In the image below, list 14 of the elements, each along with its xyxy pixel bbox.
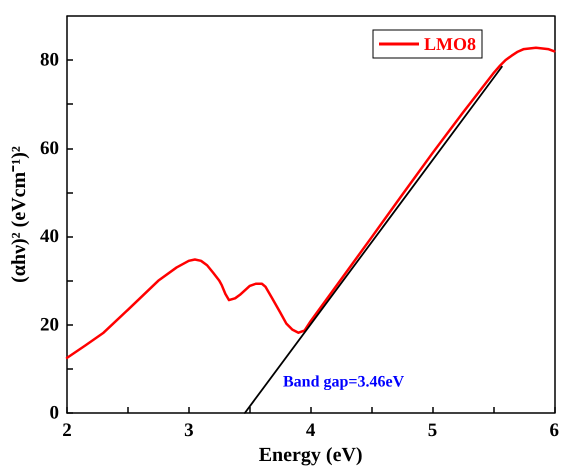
x-tick-label: 3 [184, 420, 194, 441]
y-tick-label: 20 [40, 314, 59, 336]
x-axis-title: Energy (eV) [258, 444, 363, 466]
x-tick-label: 2 [62, 420, 72, 441]
y-tick-label: 60 [40, 138, 59, 159]
x-tick-label: 4 [306, 420, 316, 441]
y-tick-label: 0 [50, 402, 59, 424]
x-tick-label: 6 [550, 420, 559, 441]
annotation: Band gap=3.46eV [283, 374, 405, 390]
y-tick-label: 40 [40, 226, 59, 248]
x-tick-label: 5 [428, 420, 438, 441]
y-axis-title: (αhν)² (eVcm⁻¹)² [8, 146, 30, 283]
y-tick-label: 80 [40, 50, 59, 71]
legend-label: LMO8 [424, 34, 476, 54]
